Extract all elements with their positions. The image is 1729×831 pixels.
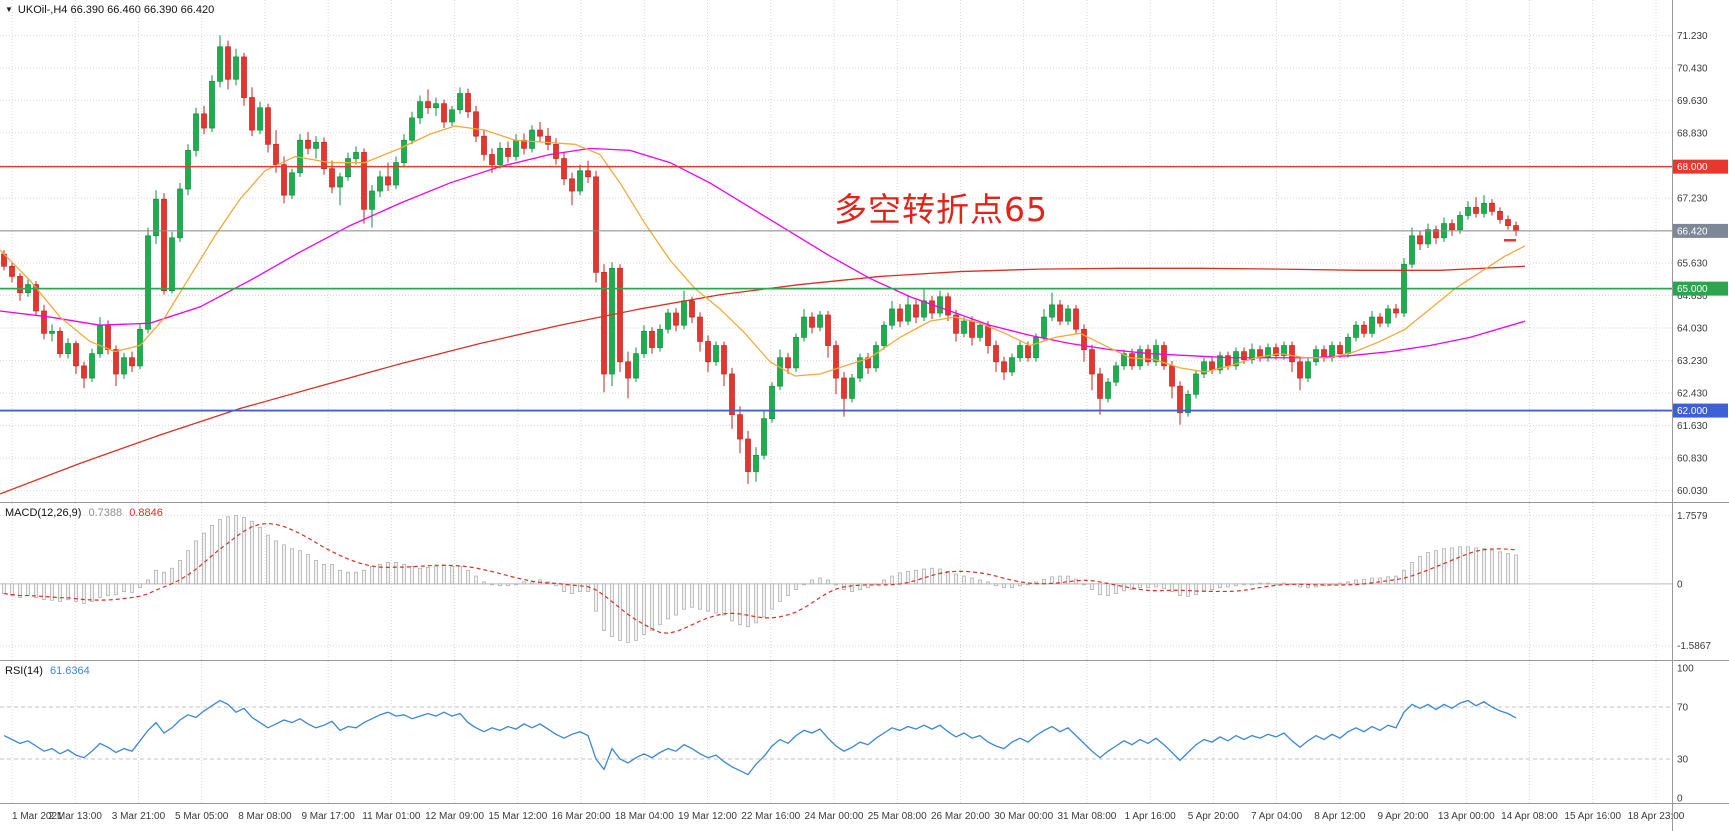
symbol-ohlc-label: UKOil-,H4 66.390 66.460 66.390 66.420 bbox=[17, 4, 215, 16]
svg-text:9 Apr 20:00: 9 Apr 20:00 bbox=[1377, 811, 1429, 822]
svg-text:16 Mar 20:00: 16 Mar 20:00 bbox=[552, 811, 611, 822]
svg-text:26 Mar 20:00: 26 Mar 20:00 bbox=[931, 811, 990, 822]
svg-text:18 Apr 23:00: 18 Apr 23:00 bbox=[1628, 811, 1685, 822]
svg-text:1 Apr 16:00: 1 Apr 16:00 bbox=[1125, 811, 1177, 822]
svg-text:63.230: 63.230 bbox=[1677, 356, 1708, 367]
rsi-panel-area[interactable] bbox=[0, 661, 1672, 803]
svg-text:5 Mar 05:00: 5 Mar 05:00 bbox=[175, 811, 229, 822]
svg-text:1.7579: 1.7579 bbox=[1677, 511, 1708, 522]
svg-text:30: 30 bbox=[1677, 755, 1689, 766]
svg-text:69.630: 69.630 bbox=[1677, 96, 1708, 107]
svg-text:71.230: 71.230 bbox=[1677, 31, 1708, 42]
svg-text:22 Mar 16:00: 22 Mar 16:00 bbox=[741, 811, 800, 822]
svg-text:66.420: 66.420 bbox=[1677, 226, 1708, 237]
svg-text:64.830: 64.830 bbox=[1677, 291, 1708, 302]
time-scale-axis[interactable] bbox=[0, 803, 1729, 831]
svg-text:70: 70 bbox=[1677, 703, 1689, 714]
chart-dropdown-icon[interactable]: ▼ bbox=[5, 5, 13, 14]
svg-text:100: 100 bbox=[1677, 664, 1694, 675]
svg-text:8 Apr 12:00: 8 Apr 12:00 bbox=[1314, 811, 1366, 822]
chart-header: ▼ UKOil-,H4 66.390 66.460 66.390 66.420 bbox=[5, 4, 214, 16]
svg-text:19 Mar 12:00: 19 Mar 12:00 bbox=[678, 811, 737, 822]
svg-text:25 Mar 08:00: 25 Mar 08:00 bbox=[868, 811, 927, 822]
svg-text:15 Mar 12:00: 15 Mar 12:00 bbox=[488, 811, 547, 822]
svg-text:7 Apr 04:00: 7 Apr 04:00 bbox=[1251, 811, 1303, 822]
macd-panel-area[interactable] bbox=[0, 503, 1672, 660]
svg-text:30 Mar 00:00: 30 Mar 00:00 bbox=[994, 811, 1053, 822]
svg-text:12 Mar 09:00: 12 Mar 09:00 bbox=[425, 811, 484, 822]
svg-text:24 Mar 00:00: 24 Mar 00:00 bbox=[805, 811, 864, 822]
svg-text:-1.5867: -1.5867 bbox=[1677, 641, 1711, 652]
svg-text:3 Mar 21:00: 3 Mar 21:00 bbox=[112, 811, 166, 822]
rsi-value: 61.6364 bbox=[49, 665, 90, 677]
svg-text:14 Apr 08:00: 14 Apr 08:00 bbox=[1501, 811, 1558, 822]
svg-text:5 Apr 20:00: 5 Apr 20:00 bbox=[1188, 811, 1240, 822]
rsi-name: RSI(14) bbox=[5, 665, 43, 677]
svg-text:65.630: 65.630 bbox=[1677, 259, 1708, 270]
macd-indicator-label: MACD(12,26,9) 0.7388 0.8846 bbox=[5, 507, 163, 519]
svg-text:1 Mar 2021: 1 Mar 2021 bbox=[12, 811, 63, 822]
svg-text:0: 0 bbox=[1677, 794, 1683, 805]
svg-text:13 Apr 00:00: 13 Apr 00:00 bbox=[1438, 811, 1495, 822]
trend-annotation-text[interactable]: 多空转折点65 bbox=[834, 190, 1048, 229]
svg-text:62.430: 62.430 bbox=[1677, 389, 1708, 400]
macd-name: MACD(12,26,9) bbox=[5, 507, 82, 519]
svg-text:67.230: 67.230 bbox=[1677, 193, 1708, 204]
svg-text:68.830: 68.830 bbox=[1677, 128, 1708, 139]
svg-text:11 Mar 01:00: 11 Mar 01:00 bbox=[362, 811, 421, 822]
svg-text:18 Mar 04:00: 18 Mar 04:00 bbox=[615, 811, 674, 822]
macd-main-value: 0.7388 bbox=[88, 507, 123, 519]
svg-text:9 Mar 17:00: 9 Mar 17:00 bbox=[301, 811, 355, 822]
price-scale-axis[interactable] bbox=[1672, 0, 1729, 803]
svg-text:0: 0 bbox=[1677, 579, 1683, 590]
svg-text:64.030: 64.030 bbox=[1677, 324, 1708, 335]
svg-text:60.030: 60.030 bbox=[1677, 486, 1708, 497]
macd-signal-value: 0.8846 bbox=[129, 507, 163, 519]
svg-text:60.830: 60.830 bbox=[1677, 454, 1708, 465]
svg-text:15 Apr 16:00: 15 Apr 16:00 bbox=[1564, 811, 1621, 822]
svg-text:65.000: 65.000 bbox=[1677, 284, 1708, 295]
svg-text:62.000: 62.000 bbox=[1677, 406, 1708, 417]
svg-text:70.430: 70.430 bbox=[1677, 63, 1708, 74]
svg-text:61.630: 61.630 bbox=[1677, 421, 1708, 432]
rsi-indicator-label: RSI(14) 61.6364 bbox=[5, 665, 90, 677]
svg-text:2 Mar 13:00: 2 Mar 13:00 bbox=[49, 811, 103, 822]
svg-text:31 Mar 08:00: 31 Mar 08:00 bbox=[1057, 811, 1116, 822]
price-chart-area[interactable] bbox=[0, 0, 1672, 502]
svg-text:8 Mar 08:00: 8 Mar 08:00 bbox=[238, 811, 292, 822]
svg-text:68.000: 68.000 bbox=[1677, 162, 1708, 173]
